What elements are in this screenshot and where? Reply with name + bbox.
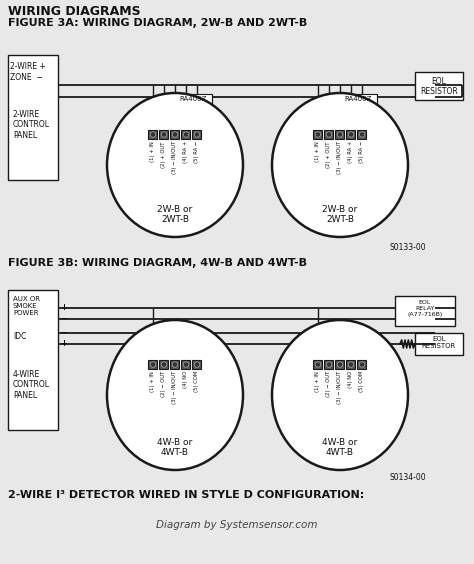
Text: S0134-00: S0134-00: [390, 473, 427, 482]
Text: (4) NO: (4) NO: [183, 371, 189, 388]
Bar: [357, 130, 366, 139]
Ellipse shape: [337, 132, 343, 137]
Bar: [148, 130, 157, 139]
Bar: [192, 130, 201, 139]
Text: ZONE  −: ZONE −: [10, 73, 43, 82]
Text: (2) + OUT: (2) + OUT: [162, 141, 166, 168]
Bar: [182, 360, 191, 369]
Text: (1) + IN: (1) + IN: [316, 371, 320, 392]
Text: FIGURE 3B: WIRING DIAGRAM, 4W-B AND 4WT-B: FIGURE 3B: WIRING DIAGRAM, 4W-B AND 4WT-…: [8, 258, 307, 268]
Text: 2-WIRE +: 2-WIRE +: [10, 62, 46, 71]
Bar: [346, 360, 356, 369]
Text: FIGURE 3A: WIRING DIAGRAM, 2W-B AND 2WT-B: FIGURE 3A: WIRING DIAGRAM, 2W-B AND 2WT-…: [8, 18, 307, 28]
Bar: [313, 360, 322, 369]
Text: (3) − IN/OUT: (3) − IN/OUT: [337, 371, 343, 404]
Bar: [339, 94, 377, 106]
Text: (4) NO: (4) NO: [348, 371, 354, 388]
Bar: [192, 360, 201, 369]
Text: (1) + IN: (1) + IN: [316, 141, 320, 162]
Text: AUX OR
SMOKE
POWER: AUX OR SMOKE POWER: [13, 296, 40, 316]
Text: EOL
RESISTOR: EOL RESISTOR: [420, 77, 458, 96]
Bar: [174, 94, 212, 106]
Ellipse shape: [315, 362, 321, 367]
Ellipse shape: [107, 93, 243, 237]
Text: +: +: [60, 340, 67, 349]
Text: S0133-00: S0133-00: [390, 243, 427, 252]
Text: (2) − OUT: (2) − OUT: [162, 371, 166, 398]
Bar: [325, 130, 334, 139]
Ellipse shape: [348, 362, 354, 367]
Ellipse shape: [150, 362, 155, 367]
Ellipse shape: [326, 362, 332, 367]
Text: +: +: [60, 303, 67, 312]
Ellipse shape: [183, 132, 189, 137]
Text: (4) RA +: (4) RA +: [183, 141, 189, 164]
Bar: [182, 130, 191, 139]
Text: 2W-B or
2WT-B: 2W-B or 2WT-B: [322, 205, 357, 224]
Text: (1) + IN: (1) + IN: [151, 141, 155, 162]
Text: (1) + IN: (1) + IN: [151, 371, 155, 392]
Ellipse shape: [359, 362, 365, 367]
Text: (3) − IN/OUT: (3) − IN/OUT: [173, 371, 177, 404]
Ellipse shape: [194, 362, 200, 367]
Text: −: −: [60, 328, 67, 337]
Text: (5) RA −: (5) RA −: [359, 141, 365, 163]
Bar: [313, 130, 322, 139]
Bar: [171, 130, 180, 139]
Ellipse shape: [315, 132, 321, 137]
Ellipse shape: [173, 362, 178, 367]
Ellipse shape: [337, 362, 343, 367]
Text: (5) COM: (5) COM: [194, 371, 200, 393]
Text: IDC: IDC: [13, 332, 27, 341]
Bar: [171, 360, 180, 369]
Text: 2-WIRE I³ DETECTOR WIRED IN STYLE D CONFIGURATION:: 2-WIRE I³ DETECTOR WIRED IN STYLE D CONF…: [8, 490, 364, 500]
Text: 4-WIRE
CONTROL
PANEL: 4-WIRE CONTROL PANEL: [13, 370, 50, 400]
Text: (4) RA +: (4) RA +: [348, 141, 354, 164]
Ellipse shape: [183, 362, 189, 367]
Text: EOL
RELAY
(A77-716B): EOL RELAY (A77-716B): [407, 300, 443, 316]
Bar: [336, 130, 345, 139]
Ellipse shape: [194, 132, 200, 137]
Text: −: −: [60, 315, 67, 324]
Ellipse shape: [272, 93, 408, 237]
Text: (3) − IN/OUT: (3) − IN/OUT: [173, 141, 177, 174]
Text: 4W-B or
4WT-B: 4W-B or 4WT-B: [157, 438, 192, 457]
Text: WIRING DIAGRAMS: WIRING DIAGRAMS: [8, 5, 141, 18]
Bar: [336, 360, 345, 369]
Text: (5) COM: (5) COM: [359, 371, 365, 393]
Ellipse shape: [161, 132, 167, 137]
Ellipse shape: [348, 132, 354, 137]
Text: 4W-B or
4WT-B: 4W-B or 4WT-B: [322, 438, 357, 457]
Text: (2) − OUT: (2) − OUT: [327, 371, 331, 398]
Ellipse shape: [161, 362, 167, 367]
Ellipse shape: [359, 132, 365, 137]
Text: RA400Z: RA400Z: [344, 96, 372, 102]
Ellipse shape: [107, 320, 243, 470]
Ellipse shape: [150, 132, 155, 137]
Bar: [395, 296, 455, 326]
Text: 2W-B or
2WT-B: 2W-B or 2WT-B: [157, 205, 192, 224]
Bar: [415, 72, 463, 100]
Ellipse shape: [272, 320, 408, 470]
Ellipse shape: [326, 132, 332, 137]
Bar: [8, 55, 58, 180]
Bar: [8, 290, 58, 430]
Text: Diagram by Systemsensor.com: Diagram by Systemsensor.com: [156, 520, 318, 530]
Bar: [159, 130, 168, 139]
Text: 2-WIRE
CONTROL
PANEL: 2-WIRE CONTROL PANEL: [13, 110, 50, 140]
Bar: [325, 360, 334, 369]
Bar: [148, 360, 157, 369]
Text: (2) + OUT: (2) + OUT: [327, 141, 331, 168]
Text: EOL
RESISTOR: EOL RESISTOR: [422, 336, 456, 349]
Bar: [415, 333, 463, 355]
Bar: [159, 360, 168, 369]
Text: (3) − IN/OUT: (3) − IN/OUT: [337, 141, 343, 174]
Bar: [357, 360, 366, 369]
Ellipse shape: [173, 132, 178, 137]
Text: (5) RA −: (5) RA −: [194, 141, 200, 163]
Bar: [346, 130, 356, 139]
Text: RA400Z: RA400Z: [179, 96, 207, 102]
